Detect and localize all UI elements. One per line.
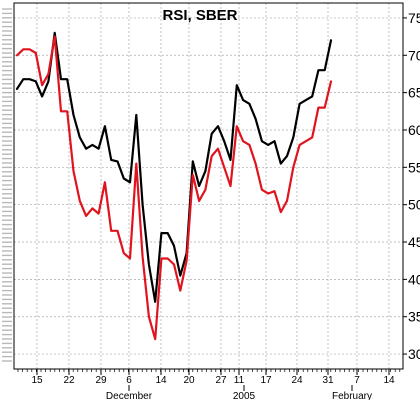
y-axis-ticks: 30 35 40 45 50 55 60 65 70 75: [403, 10, 420, 362]
month-label: December: [106, 391, 153, 400]
y-tick-label: 35: [408, 309, 420, 325]
rsi-series-red: [15, 35, 333, 341]
chart-title: RSI, SBER: [162, 7, 237, 24]
y-tick-label: 75: [408, 10, 420, 26]
x-tick-label: 14: [383, 375, 395, 386]
x-tick-label: 22: [63, 375, 75, 386]
x-tick-label: 11: [234, 375, 245, 386]
y-tick-label: 50: [408, 197, 420, 213]
rsi-series-black: [15, 31, 333, 303]
plot-frame: [13, 2, 404, 370]
x-tick-label: 29: [95, 375, 107, 386]
x-tick-label: 17: [260, 375, 272, 386]
month-label: 2005: [233, 391, 256, 400]
x-tick-label: 7: [354, 375, 360, 386]
y-tick-label: 45: [408, 234, 420, 250]
y-tick-label: 40: [408, 271, 420, 287]
x-tick-label: 14: [155, 375, 167, 386]
series-lines: [15, 31, 333, 341]
month-label: February: [332, 391, 372, 400]
x-tick-label: 15: [31, 375, 43, 386]
y-tick-label: 60: [408, 122, 420, 138]
x-tick-label: 27: [215, 375, 227, 386]
x-tick-label: 6: [126, 375, 132, 386]
x-tick-label: 24: [291, 375, 303, 386]
left-axis-scale: [2, 8, 12, 362]
y-tick-label: 55: [408, 159, 420, 175]
y-tick-label: 30: [408, 346, 420, 362]
grid: [14, 3, 403, 369]
y-tick-label: 70: [408, 47, 420, 63]
x-tick-label: 20: [183, 375, 195, 386]
y-tick-label: 65: [408, 85, 420, 101]
x-tick-label: 31: [322, 375, 334, 386]
